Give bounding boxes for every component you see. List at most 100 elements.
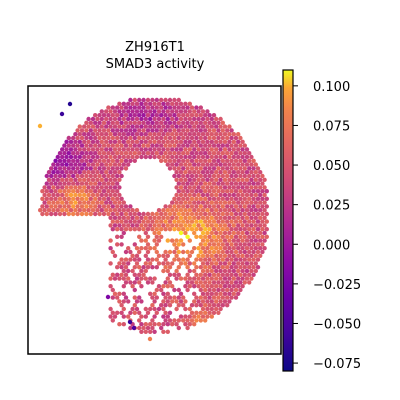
spot [161, 154, 166, 160]
spot [196, 200, 201, 205]
spot [196, 314, 201, 319]
spot [178, 170, 184, 175]
spot [99, 200, 105, 205]
spot [174, 132, 179, 137]
spot [218, 185, 223, 190]
spot [170, 154, 175, 160]
spot [200, 109, 206, 114]
spot [143, 109, 148, 114]
spot [192, 116, 197, 122]
spot [152, 223, 157, 228]
spot [222, 124, 228, 129]
spot [240, 154, 245, 160]
spot [130, 253, 135, 258]
spot [176, 242, 181, 247]
spot [66, 166, 72, 171]
spot [130, 109, 135, 114]
spot [227, 162, 232, 167]
spot [115, 234, 120, 239]
spot [216, 303, 221, 308]
spot [231, 284, 236, 289]
spot [165, 276, 170, 281]
spot [132, 257, 137, 262]
spot [247, 272, 252, 277]
spot [156, 116, 162, 122]
spot [249, 185, 254, 190]
spot [240, 238, 245, 243]
spot [141, 113, 146, 118]
spot [112, 116, 118, 122]
spot [86, 132, 91, 137]
spot [130, 116, 135, 122]
spot [71, 151, 76, 156]
spot [137, 310, 142, 315]
spot [119, 257, 124, 262]
spot [231, 162, 236, 167]
spot [194, 128, 199, 133]
spot [145, 97, 151, 103]
spot [165, 116, 170, 122]
spot [150, 219, 155, 224]
spot [123, 227, 129, 232]
spot [64, 192, 69, 198]
spot [108, 306, 113, 312]
spot [240, 223, 245, 228]
spot [181, 318, 186, 323]
spot [214, 200, 219, 205]
spot [154, 219, 159, 224]
spot [220, 257, 225, 262]
spot [247, 249, 252, 255]
spot [251, 249, 256, 255]
spot [189, 204, 195, 209]
spot [38, 208, 43, 213]
spot [139, 246, 144, 251]
spot [167, 135, 173, 141]
spot [134, 154, 140, 160]
spot [106, 120, 111, 126]
spot [216, 211, 221, 217]
spot [216, 158, 221, 163]
spot [209, 200, 214, 205]
spot [225, 196, 230, 201]
spot [225, 211, 230, 217]
spot [211, 120, 217, 126]
spot [101, 189, 107, 194]
spot [260, 249, 265, 255]
spot [108, 139, 113, 144]
spot [165, 291, 170, 296]
spot [203, 143, 208, 148]
spot [165, 147, 170, 152]
spot [185, 196, 190, 201]
spot [154, 227, 159, 232]
spot [117, 215, 122, 220]
spot [134, 147, 140, 152]
spot [211, 204, 217, 209]
spot [150, 280, 155, 285]
spot [152, 238, 157, 243]
spot [167, 249, 173, 255]
spot [86, 162, 91, 167]
spot [220, 219, 225, 224]
spot [220, 303, 225, 308]
spot [178, 276, 184, 281]
spot [238, 257, 243, 262]
spot [181, 295, 186, 300]
spot [156, 238, 162, 243]
spot [247, 265, 252, 270]
spot [229, 135, 234, 141]
spot [170, 215, 175, 220]
spot [176, 196, 181, 201]
chart-title-line-2: SMAD3 activity [106, 57, 205, 72]
spot [53, 181, 58, 186]
spot [90, 200, 96, 205]
spot [148, 139, 153, 144]
spot [115, 242, 120, 247]
spot [244, 238, 250, 243]
spot [152, 154, 157, 160]
spot [141, 272, 146, 277]
spot [156, 322, 162, 327]
spot [115, 295, 120, 300]
spot [231, 230, 236, 236]
spot [181, 128, 186, 133]
spot [139, 329, 144, 334]
